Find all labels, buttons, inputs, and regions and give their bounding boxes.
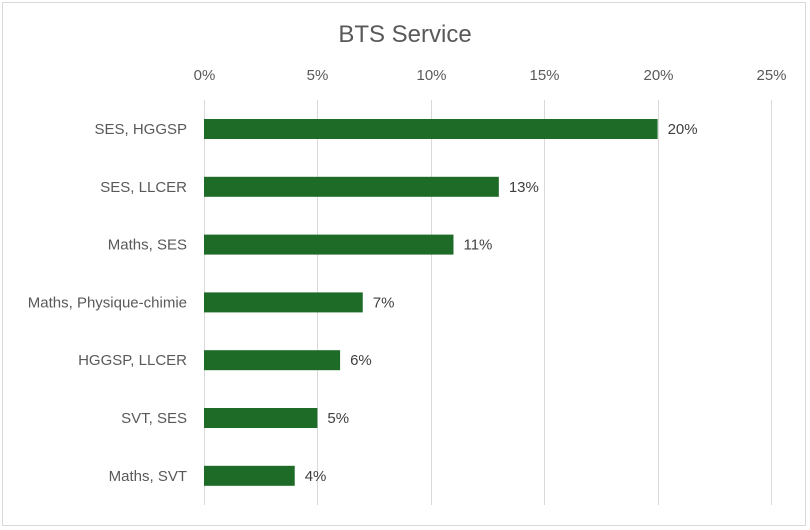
data-labels: 20% 13% 11% 7% 6% 5% 4% [305, 121, 698, 485]
data-label: 20% [668, 121, 698, 138]
x-axis-ticks: 0% 5% 10% 15% 20% 25% [194, 67, 787, 84]
gridlines [204, 100, 772, 505]
x-tick-label: 25% [756, 67, 786, 84]
bar [204, 234, 454, 255]
category-label: SES, LLCER [100, 179, 187, 196]
bar [204, 465, 295, 486]
bars [204, 119, 658, 486]
category-label: Maths, SVT [109, 468, 187, 485]
x-tick-label: 0% [194, 67, 216, 84]
bar [204, 119, 658, 139]
x-tick-label: 20% [643, 67, 673, 84]
bar [204, 292, 363, 313]
data-label: 4% [305, 468, 327, 485]
chart-title: BTS Service [338, 21, 471, 48]
data-label: 7% [373, 294, 395, 311]
data-label: 5% [327, 410, 349, 427]
data-label: 11% [463, 237, 492, 254]
category-label: SES, HGGSP [94, 121, 187, 138]
x-tick-label: 5% [307, 67, 329, 84]
bar [204, 350, 341, 371]
data-label: 13% [509, 179, 539, 196]
category-label: Maths, Physique-chimie [28, 294, 187, 311]
category-labels: SES, HGGSP SES, LLCER Maths, SES Maths, Phy… [28, 121, 187, 485]
data-label: 6% [350, 352, 372, 369]
x-tick-label: 15% [529, 67, 559, 84]
category-label: HGGSP, LLCER [78, 352, 187, 369]
bar [204, 408, 318, 428]
x-tick-label: 10% [416, 67, 446, 84]
category-label: SVT, SES [121, 410, 187, 427]
bar [204, 176, 499, 197]
category-label: Maths, SES [108, 237, 187, 254]
